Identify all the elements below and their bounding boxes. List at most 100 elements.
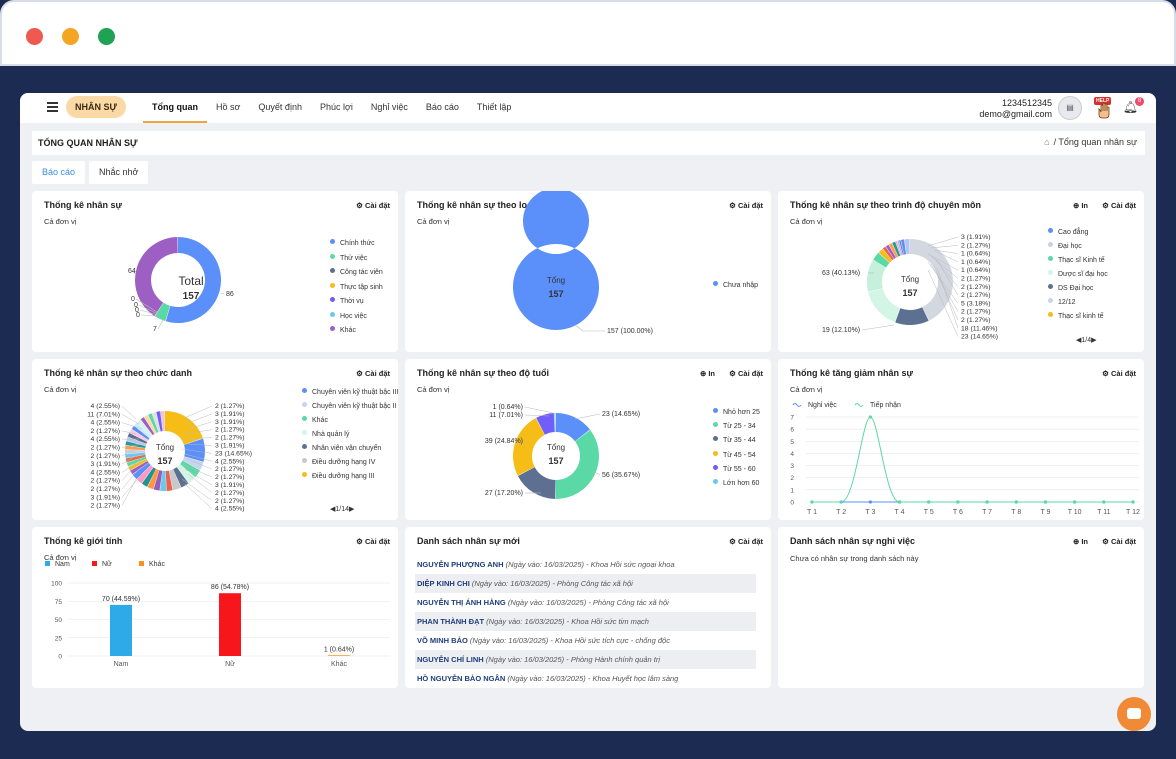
pie-slice[interactable] (144, 414, 157, 434)
legend-item[interactable]: Học việc (330, 311, 367, 320)
print-button[interactable]: ⊕ In (1072, 201, 1088, 210)
data-point[interactable] (839, 500, 843, 504)
legend-item[interactable]: Từ 35 - 44 (713, 436, 756, 444)
legend-item[interactable]: Đại học (1048, 242, 1082, 250)
legend-item[interactable]: Chuyên viên kỹ thuật bậc II (302, 402, 396, 410)
nav-item-decisions[interactable]: Quyết định (258, 102, 302, 112)
legend-item[interactable]: Thạc sĩ kinh tế (1048, 312, 1104, 320)
settings-button[interactable]: ⚙ Cài đặt (729, 201, 763, 210)
legend-item[interactable]: 12/12 (1048, 298, 1076, 306)
pie-slice[interactable] (152, 412, 161, 433)
data-point[interactable] (1014, 500, 1018, 504)
pie-slice[interactable] (125, 441, 146, 449)
nav-item-overview[interactable]: Tổng quan (143, 93, 207, 123)
legend-item[interactable]: Điều dưỡng hạng IV (302, 458, 375, 466)
settings-button[interactable]: ⚙ Cài đặt (356, 369, 390, 378)
pie-slice[interactable] (897, 240, 903, 256)
data-point[interactable] (868, 415, 872, 419)
settings-button[interactable]: ⚙ Cài đặt (356, 201, 390, 210)
data-point[interactable] (1131, 500, 1135, 504)
legend-item[interactable]: Thời vụ (330, 297, 364, 305)
pie-slice[interactable] (176, 464, 195, 484)
legend-item[interactable]: Thạc sĩ Kinh tế (1048, 256, 1105, 264)
legend-item[interactable]: Dược sĩ đại học (1048, 270, 1108, 278)
pie-slice[interactable] (910, 239, 953, 321)
pie-slice[interactable] (165, 470, 173, 491)
pie-slice[interactable] (153, 470, 163, 491)
data-point[interactable] (810, 500, 814, 504)
pie-slice[interactable] (885, 244, 896, 259)
pie-slice[interactable] (125, 454, 146, 463)
pie-slice[interactable] (892, 241, 901, 257)
legend-item[interactable]: Thử việc (330, 253, 367, 262)
legend-item[interactable]: Từ 25 - 34 (713, 422, 756, 430)
pie-slice[interactable] (134, 422, 151, 439)
pie-slice[interactable] (140, 417, 155, 436)
settings-button[interactable]: ⚙ Cài đặt (729, 369, 763, 378)
list-item[interactable]: NGUYỄN PHƯỢNG ANH (Ngày vào: 16/03/2025)… (415, 555, 756, 574)
data-point[interactable] (927, 500, 931, 504)
list-item[interactable]: DIỆP KINH CHI (Ngày vào: 16/03/2025) - P… (415, 574, 756, 593)
pie-slice[interactable] (888, 243, 899, 258)
pie-slice[interactable] (137, 419, 153, 437)
pie-slice[interactable] (895, 307, 929, 325)
settings-button[interactable]: ⚙ Cài đặt (356, 537, 390, 546)
pie-slice[interactable] (900, 239, 907, 255)
chat-button[interactable] (1117, 697, 1151, 731)
pie-slice[interactable] (130, 460, 149, 475)
pie-slice[interactable] (878, 248, 893, 263)
pie-slice[interactable] (555, 429, 599, 499)
pie-slice[interactable] (867, 260, 886, 292)
legend-item[interactable]: Cao đẳng (1048, 228, 1088, 236)
pie-slice[interactable] (125, 445, 146, 451)
pie-slice[interactable] (556, 413, 590, 442)
pie-slice[interactable] (882, 246, 894, 261)
pie-slice[interactable] (135, 237, 178, 316)
help-icon[interactable]: HELP (1094, 97, 1112, 119)
pie-slice[interactable] (536, 413, 555, 435)
avatar[interactable]: ▤ (1058, 96, 1082, 120)
legend-item[interactable]: Nhỏ hơn 25 (713, 408, 760, 416)
pie-slice[interactable] (182, 456, 204, 470)
pie-slice[interactable] (160, 470, 167, 491)
pie-slice[interactable] (169, 469, 181, 491)
legend-item[interactable]: Lớn hơn 60 (713, 479, 759, 487)
nav-item-profiles[interactable]: Hồ sơ (216, 102, 241, 112)
user-info[interactable]: 1234512345 demo@gmail.com (979, 98, 1052, 120)
nav-item-benefits[interactable]: Phúc lợi (319, 102, 353, 112)
pie-slice[interactable] (141, 467, 157, 487)
data-point[interactable] (1043, 500, 1048, 504)
tab-reports[interactable]: Báo cáo (32, 161, 86, 184)
pie-slice[interactable] (148, 413, 159, 433)
pie-slice[interactable] (873, 252, 890, 268)
pie-slice[interactable] (899, 240, 904, 255)
menu-icon[interactable] (47, 102, 58, 112)
settings-button[interactable]: ⚙ Cài đặt (1102, 201, 1136, 210)
pie-slice[interactable] (147, 468, 160, 490)
pie-slice[interactable] (165, 411, 203, 445)
pie-slice[interactable] (904, 239, 910, 255)
list-item[interactable]: VÕ MINH BẢO (Ngày vào: 16/03/2025) - Kho… (415, 631, 756, 650)
legend-item[interactable]: Khác (302, 416, 328, 424)
bar[interactable] (219, 593, 241, 656)
data-point[interactable] (1102, 500, 1106, 504)
legend-item[interactable]: Nhà quản lý (302, 430, 349, 438)
legend-pager[interactable]: ◀1/14▶ (330, 506, 355, 513)
pie-slice[interactable] (868, 288, 901, 323)
minimize-window-button[interactable] (62, 28, 79, 45)
legend-item[interactable]: Chưa nhập (713, 281, 758, 289)
pie-slice[interactable] (156, 411, 163, 432)
legend-item[interactable]: Điều dưỡng hạng III (302, 472, 375, 480)
pie-slice[interactable] (554, 413, 556, 433)
legend-item[interactable]: Từ 55 - 60 (713, 464, 756, 473)
pie-slice[interactable] (125, 452, 146, 459)
pie-slice[interactable] (180, 460, 200, 478)
module-badge[interactable]: NHÂN SỰ (66, 96, 126, 118)
pie-slice[interactable] (125, 449, 146, 454)
home-icon[interactable]: ⌂ (1044, 137, 1050, 147)
data-point[interactable] (897, 500, 902, 504)
close-window-button[interactable] (26, 28, 43, 45)
list-item[interactable]: NGUYỄN CHÍ LINH (Ngày vào: 16/03/2025) -… (415, 650, 756, 669)
pie-slice[interactable] (129, 429, 149, 442)
settings-button[interactable]: ⚙ Cài đặt (1102, 369, 1136, 378)
